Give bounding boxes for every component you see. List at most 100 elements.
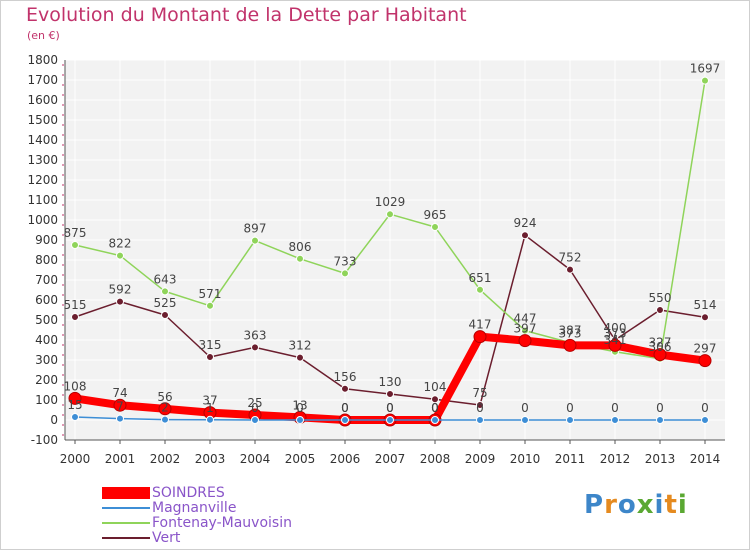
point-vert (521, 231, 529, 240)
y-tick-label: 1000 (27, 213, 58, 227)
point-soindres (563, 338, 577, 352)
legend-label: Magnanville (152, 500, 237, 516)
x-tick-label: 2000 (60, 452, 91, 466)
data-label-vert: 400 (604, 321, 627, 335)
point-vert (116, 297, 124, 306)
point-soindres (518, 334, 532, 348)
point-magnanville (251, 416, 259, 424)
x-tick-label: 2004 (240, 452, 271, 466)
y-tick-label: 1600 (27, 93, 58, 107)
data-label-vert: 550 (649, 291, 672, 305)
y-tick-label: 200 (35, 373, 58, 387)
logo-letter: x (636, 490, 655, 520)
y-tick-label: -100 (31, 433, 58, 447)
data-label-fontenay-mauvoisin: 875 (64, 226, 87, 240)
data-label-soindres: 108 (64, 379, 87, 393)
data-label-fontenay-mauvoisin: 306 (649, 340, 672, 354)
y-tick-label: 1100 (27, 193, 58, 207)
point-vert (701, 313, 709, 322)
point-magnanville (116, 414, 124, 423)
data-label-magnanville: 0 (386, 401, 394, 415)
data-label-fontenay-mauvoisin: 643 (154, 272, 177, 286)
point-magnanville (71, 413, 79, 421)
data-label-fontenay-mauvoisin: 651 (469, 271, 492, 285)
point-magnanville (611, 416, 619, 424)
point-magnanville (206, 415, 214, 424)
data-label-soindres: 397 (514, 322, 537, 336)
data-label-vert: 515 (64, 298, 87, 312)
data-label-soindres: 0 (341, 401, 349, 415)
x-tick-label: 2007 (375, 452, 406, 466)
data-label-fontenay-mauvoisin: 965 (424, 208, 447, 222)
data-label-soindres: 74 (112, 386, 127, 400)
point-magnanville (431, 416, 439, 424)
point-fontenay-mauvoisin (206, 301, 214, 310)
point-fontenay-mauvoisin (476, 285, 484, 294)
point-magnanville (296, 416, 304, 424)
data-label-soindres: 297 (694, 342, 717, 356)
data-label-magnanville: 0 (611, 401, 619, 415)
logo-letter: o (617, 490, 637, 520)
logo-letter: i (654, 490, 665, 520)
data-label-vert: 525 (154, 296, 177, 310)
data-label-fontenay-mauvoisin: 1697 (690, 62, 721, 76)
point-vert (386, 390, 394, 398)
data-label-magnanville: 0 (566, 401, 574, 415)
data-label-fontenay-mauvoisin: 897 (244, 222, 267, 236)
y-tick-label: 300 (35, 353, 58, 367)
point-vert (71, 313, 79, 321)
point-fontenay-mauvoisin (116, 251, 124, 260)
point-vert (566, 265, 574, 274)
legend-swatch (102, 537, 150, 539)
data-label-vert: 924 (514, 216, 537, 230)
point-magnanville (656, 416, 664, 424)
point-magnanville (386, 416, 394, 424)
point-magnanville (476, 416, 484, 424)
data-label-fontenay-mauvoisin: 447 (514, 312, 537, 326)
point-fontenay-mauvoisin (251, 236, 259, 245)
data-label-fontenay-mauvoisin: 387 (559, 324, 582, 338)
point-soindres (68, 391, 82, 405)
data-label-vert: 363 (244, 328, 267, 342)
data-label-soindres: 417 (469, 318, 492, 332)
point-fontenay-mauvoisin (431, 223, 439, 231)
legend-label: Vert (152, 530, 181, 546)
data-label-soindres: 373 (559, 326, 582, 340)
data-label-vert: 130 (379, 375, 402, 389)
point-vert (161, 311, 169, 319)
proxiti-logo: Proxiti (584, 490, 688, 520)
point-magnanville (161, 415, 169, 424)
data-label-vert: 312 (289, 339, 312, 353)
y-tick-label: 500 (35, 313, 58, 327)
point-soindres (653, 348, 667, 362)
point-fontenay-mauvoisin (341, 269, 349, 278)
y-tick-label: 800 (35, 253, 58, 267)
chart-subtitle: (en €) (27, 29, 60, 42)
y-tick-label: 900 (35, 233, 58, 247)
data-label-fontenay-mauvoisin: 571 (199, 287, 222, 301)
point-soindres (113, 398, 127, 412)
x-tick-label: 2006 (330, 452, 361, 466)
data-label-magnanville: 0 (431, 401, 439, 415)
point-soindres (698, 354, 712, 368)
x-tick-label: 2002 (150, 452, 181, 466)
legend-swatch (102, 522, 150, 524)
data-label-vert: 752 (559, 251, 582, 265)
legend-swatch (102, 507, 150, 509)
x-tick-label: 2001 (105, 452, 136, 466)
data-label-soindres: 56 (157, 390, 172, 404)
point-vert (206, 353, 214, 361)
data-label-soindres: 13 (292, 398, 307, 412)
data-label-vert: 315 (199, 338, 222, 352)
point-fontenay-mauvoisin (71, 241, 79, 249)
x-tick-label: 2014 (690, 452, 721, 466)
x-tick-label: 2008 (420, 452, 451, 466)
y-tick-label: 1200 (27, 173, 58, 187)
data-label-soindres: 37 (202, 394, 217, 408)
x-tick-label: 2003 (195, 452, 226, 466)
x-tick-label: 2012 (600, 452, 631, 466)
data-label-magnanville: 2 (161, 401, 169, 415)
point-vert (656, 306, 664, 314)
point-soindres (473, 330, 487, 344)
y-tick-label: 100 (35, 393, 58, 407)
